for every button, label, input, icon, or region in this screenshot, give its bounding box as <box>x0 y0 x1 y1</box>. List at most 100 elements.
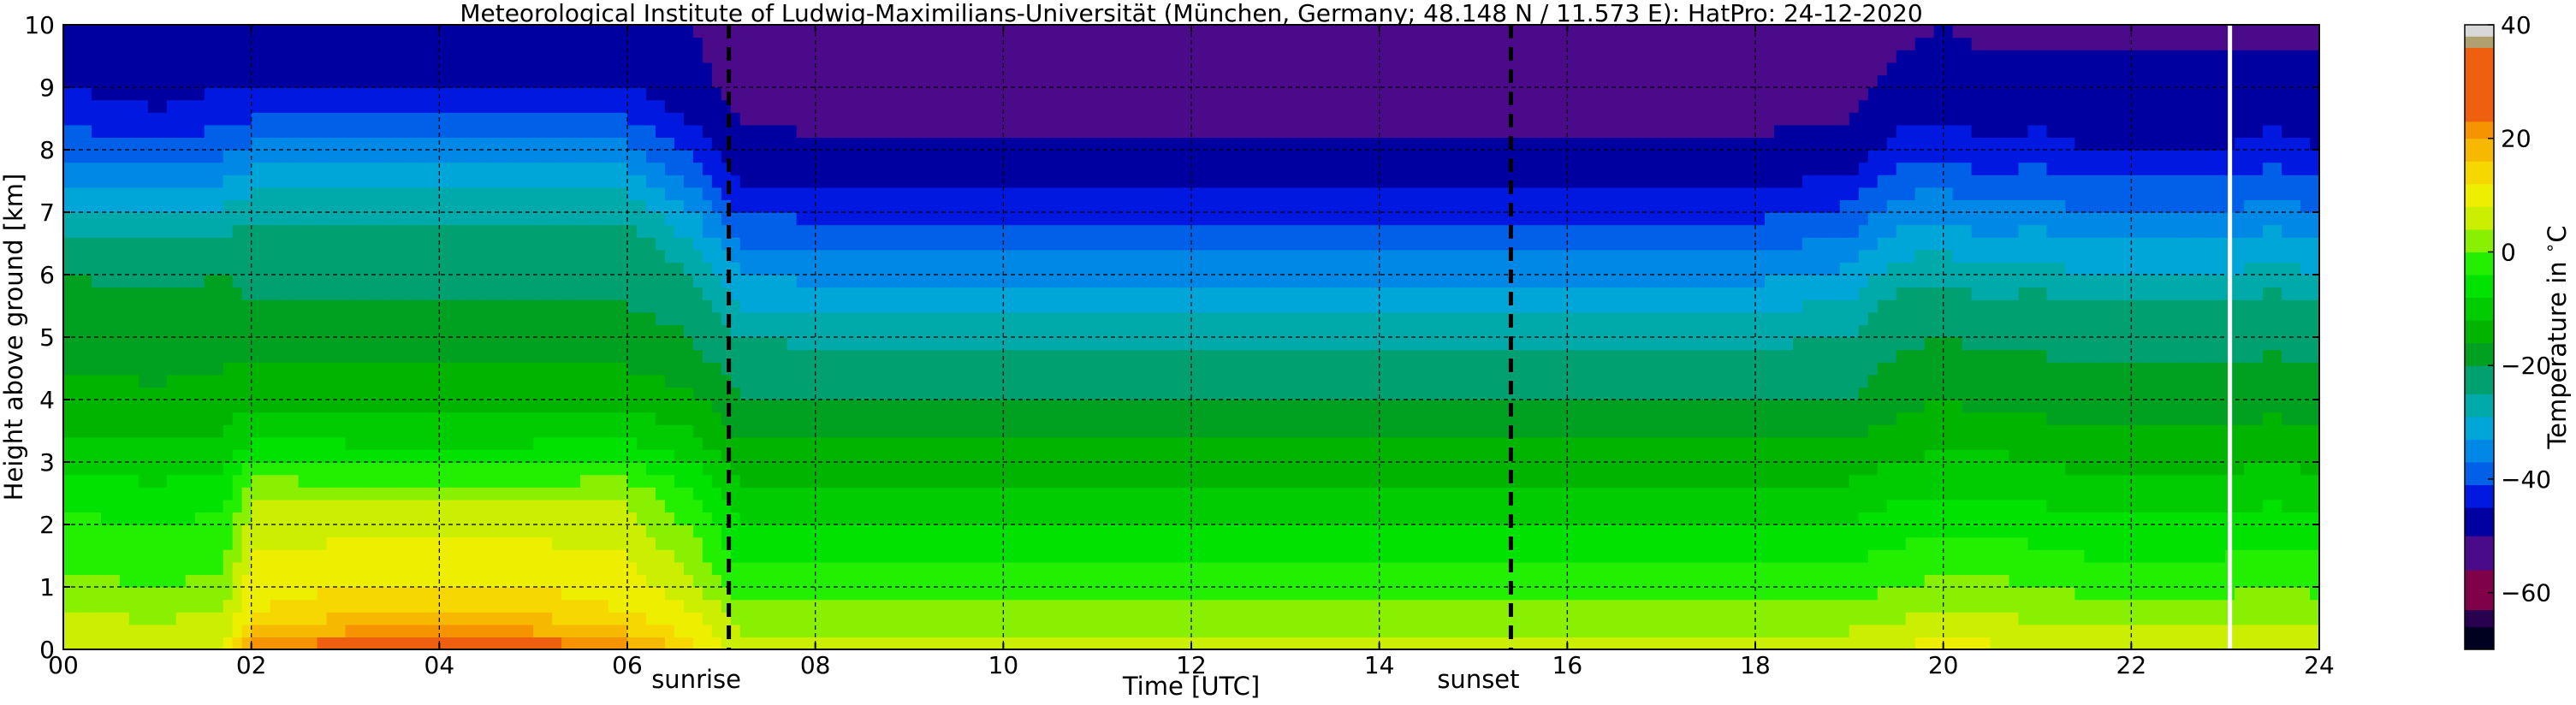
heatmap-cell <box>749 137 760 151</box>
heatmap-cell <box>185 349 196 363</box>
heatmap-cell <box>692 412 703 425</box>
heatmap-cell <box>439 249 449 263</box>
heatmap-cell <box>270 462 281 476</box>
heatmap-cell <box>185 587 196 601</box>
heatmap-cell <box>392 249 402 263</box>
heatmap-cell <box>326 324 337 338</box>
heatmap-cell <box>768 25 779 39</box>
heatmap-cell <box>524 175 534 188</box>
heatmap-cell <box>994 474 1004 488</box>
heatmap-cell <box>881 612 892 625</box>
heatmap-cells <box>63 25 2319 649</box>
heatmap-cell <box>91 624 102 637</box>
heatmap-cell <box>674 37 685 50</box>
heatmap-cell <box>364 175 375 188</box>
heatmap-cell <box>909 561 920 575</box>
heatmap-cell <box>383 87 394 101</box>
heatmap-cell <box>213 536 224 550</box>
heatmap-cell <box>881 74 892 88</box>
heatmap-cell <box>241 561 252 575</box>
heatmap-cell <box>918 224 929 238</box>
heatmap-cell <box>420 362 430 376</box>
heatmap-cell <box>439 87 449 101</box>
heatmap-cell <box>270 337 281 351</box>
heatmap-cell <box>524 462 534 476</box>
heatmap-cell <box>128 150 139 163</box>
heatmap-cell <box>279 362 290 376</box>
heatmap-cell <box>128 412 139 425</box>
heatmap-cell <box>730 337 741 351</box>
heatmap-cell <box>627 549 638 563</box>
heatmap-cell <box>232 462 243 476</box>
heatmap-cell <box>937 162 948 175</box>
heatmap-cell <box>505 25 515 39</box>
heatmap-cell <box>505 574 515 588</box>
heatmap-cell <box>232 137 243 151</box>
heatmap-cell <box>335 374 347 388</box>
heatmap-cell <box>730 324 741 338</box>
heatmap-cell <box>834 387 845 400</box>
heatmap-cell <box>608 311 619 325</box>
heatmap-cell <box>730 137 741 151</box>
heatmap-cell <box>194 512 205 525</box>
heatmap-cell <box>909 175 920 188</box>
heatmap-cell <box>599 462 609 476</box>
heatmap-cell <box>373 224 384 238</box>
heatmap-cell <box>533 275 543 288</box>
heatmap-cell <box>420 74 430 88</box>
heatmap-cell <box>458 237 468 251</box>
heatmap-cell <box>645 624 656 637</box>
heatmap-cell <box>909 112 920 126</box>
heatmap-cell <box>505 487 515 501</box>
heatmap-cell <box>232 574 243 588</box>
heatmap-cell <box>383 37 394 50</box>
heatmap-cell <box>288 25 300 39</box>
heatmap-cell <box>119 275 130 288</box>
heatmap-cell <box>119 124 130 138</box>
heatmap-cell <box>674 549 685 563</box>
heatmap-cell <box>928 524 939 538</box>
heatmap-cell <box>702 299 713 313</box>
heatmap-cell <box>307 561 318 575</box>
heatmap-cell <box>326 499 337 512</box>
heatmap-cell <box>815 462 826 476</box>
heatmap-cell <box>128 337 139 351</box>
heatmap-cell <box>918 74 929 88</box>
heatmap-cell <box>777 249 788 263</box>
heatmap-cell <box>618 311 628 325</box>
heatmap-cell <box>524 436 534 450</box>
heatmap-cell <box>965 299 976 313</box>
heatmap-cell <box>307 349 318 363</box>
heatmap-cell <box>91 474 102 488</box>
heatmap-cell <box>110 87 121 101</box>
heatmap-cell <box>288 249 300 263</box>
heatmap-cell <box>645 561 656 575</box>
heatmap-cell <box>223 112 234 126</box>
heatmap-cell <box>937 324 948 338</box>
heatmap-cell <box>194 175 205 188</box>
heatmap-cell <box>571 275 581 288</box>
heatmap-cell <box>636 424 647 438</box>
heatmap-cell <box>815 387 826 400</box>
heatmap-cell <box>175 637 187 649</box>
heatmap-cell <box>166 162 177 175</box>
heatmap-cell <box>194 287 205 300</box>
heatmap-cell <box>63 299 74 313</box>
heatmap-cell <box>805 637 816 649</box>
heatmap-cell <box>157 637 168 649</box>
heatmap-cell <box>645 337 656 351</box>
heatmap-cell <box>147 124 158 138</box>
heatmap-cell <box>514 162 525 175</box>
heatmap-cell <box>571 599 581 613</box>
heatmap-cell <box>834 262 845 275</box>
heatmap-cell <box>467 124 478 138</box>
heatmap-cell <box>345 349 356 363</box>
heatmap-cell <box>354 137 365 151</box>
heatmap-cell <box>383 137 394 151</box>
heatmap-cell <box>505 50 515 63</box>
heatmap-cell <box>373 137 384 151</box>
heatmap-cell <box>834 337 845 351</box>
heatmap-cell <box>664 249 675 263</box>
heatmap-cell <box>430 124 440 138</box>
heatmap-cell <box>448 311 459 325</box>
